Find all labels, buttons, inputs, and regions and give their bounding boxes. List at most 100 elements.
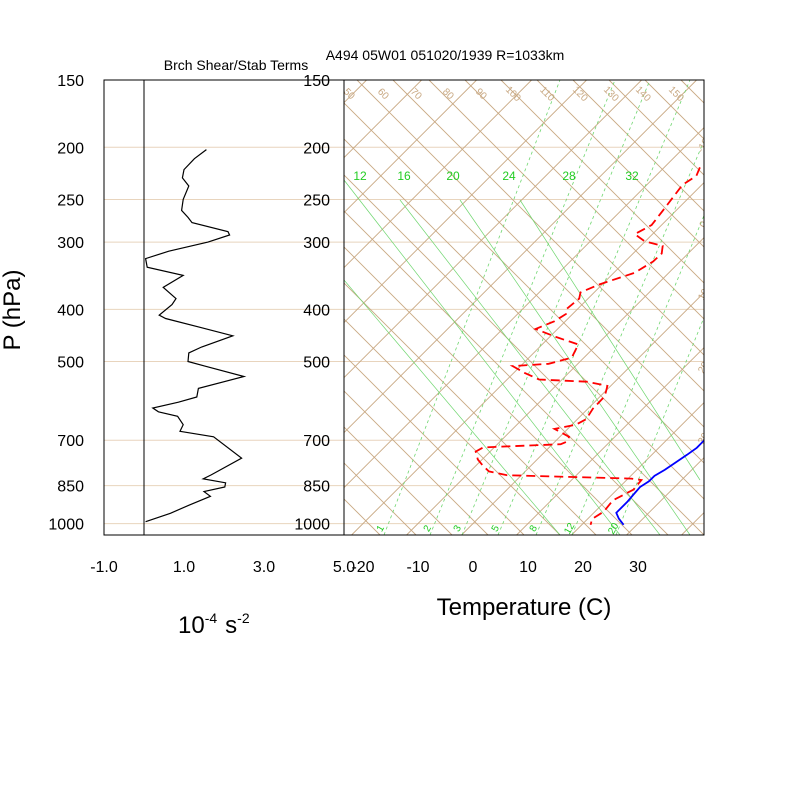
y-axis-label: P (hPa) <box>0 270 26 351</box>
dry-adiabat-line <box>344 534 345 535</box>
mixing-ratio-label: 24 <box>502 169 516 183</box>
mixing-ratio-line <box>497 80 691 535</box>
right-x-tick-label: -10 <box>406 559 429 576</box>
isotherm-line <box>0 80 202 535</box>
dry-adiabat-line <box>344 282 597 535</box>
moist-adiabat-line <box>399 199 661 535</box>
right-pressure-tick-label: 200 <box>303 140 330 157</box>
left-x-axis-label: 10-4 s-2 <box>178 610 250 639</box>
left-pressure-tick-label: 500 <box>57 355 84 372</box>
left-pressure-tick-label: 300 <box>57 235 84 252</box>
mixing-ratio-line <box>461 80 651 535</box>
dry-adiabat-label: 70 <box>408 86 424 102</box>
mixing-ratio-bottom-label: 8 <box>528 523 541 534</box>
mixing-ratio-line <box>615 316 704 535</box>
left-x-tick-labels: -1.0 1.0 3.0 5.0 <box>90 559 355 576</box>
mixing-ratio-label: 16 <box>397 169 411 183</box>
dry-adiabat-line <box>344 210 669 535</box>
isotherm-label: -10 <box>695 136 712 154</box>
left-pressure-tick-label: 1000 <box>48 517 84 534</box>
left-x-tick-label: 5.0 <box>333 559 355 576</box>
x-label-base-exp: -4 <box>205 610 218 626</box>
dry-adiabat-line <box>344 390 489 535</box>
dewpoint-profile-line <box>474 167 701 526</box>
isotherm-line <box>626 456 704 535</box>
dry-adiabat-line <box>344 354 525 535</box>
mixing-ratio-bottom-label: 5 <box>490 523 503 534</box>
right-x-tick-label: 20 <box>574 559 592 576</box>
right-pressure-tick-label: 150 <box>303 73 330 90</box>
dry-adiabat-label: 140 <box>633 84 653 104</box>
mixing-ratio-line <box>571 214 704 535</box>
left-panel-title: Brch Shear/Stab Terms <box>164 57 308 73</box>
dry-adiabat-line <box>344 138 704 500</box>
isotherm-line <box>344 80 532 269</box>
dry-adiabat-line <box>0 80 308 535</box>
isotherm-label: 30 <box>696 431 711 447</box>
mixing-ratio-bottom-label: 1 <box>375 523 388 534</box>
dry-adiabat-line <box>753 80 800 535</box>
isotherm-line <box>0 80 257 535</box>
dry-adiabat-label: 150 <box>666 84 686 104</box>
dry-adiabat-line <box>344 102 704 464</box>
left-x-tick-label: 3.0 <box>253 559 275 576</box>
moist-adiabat-line <box>519 199 701 481</box>
isotherm-label: 20 <box>696 360 711 376</box>
isotherm-line <box>344 80 697 434</box>
mixing-ratio-label: 12 <box>353 169 367 183</box>
moist-adiabat-line <box>459 199 691 535</box>
dry-adiabat-label: 130 <box>601 84 621 104</box>
isotherm-line <box>344 80 422 159</box>
isotherm-line <box>344 80 477 214</box>
isotherm-line <box>737 80 800 535</box>
left-x-tick-label: 1.0 <box>173 559 195 576</box>
moist-adiabat-line <box>344 279 561 535</box>
mixing-ratio-line <box>429 80 616 535</box>
right-x-tick-label: 10 <box>519 559 537 576</box>
left-pressure-tick-label: 700 <box>57 433 84 450</box>
right-panel-title: A494 05W01 051020/1939 R=1033km <box>326 47 565 63</box>
mixing-ratio-bottom-label: 3 <box>452 523 465 534</box>
background-layer <box>104 79 704 525</box>
isotherm-label: 10 <box>696 287 711 303</box>
dry-adiabat-label: 110 <box>537 85 556 104</box>
right-pressure-tick-label: 300 <box>303 235 330 252</box>
x-label-unit: s <box>225 612 237 639</box>
right-x-tick-label: -20 <box>351 559 374 576</box>
dry-adiabat-label: 80 <box>440 86 456 102</box>
moist-adiabat-line <box>344 179 621 535</box>
isotherm-line <box>344 126 704 489</box>
isotherm-line <box>351 181 704 535</box>
dry-adiabat-line <box>344 246 633 535</box>
right-pressure-tick-label: 250 <box>303 192 330 209</box>
right-x-tick-label: 30 <box>629 559 647 576</box>
isotherm-label: 0 <box>698 219 711 230</box>
isotherm-line <box>571 401 704 535</box>
dry-adiabat-line <box>536 80 704 248</box>
left-pressure-tick-label: 400 <box>57 302 84 319</box>
dry-adiabat-line <box>572 80 704 212</box>
left-pressure-tick-label: 250 <box>57 192 84 209</box>
dry-adiabat-line <box>344 174 704 535</box>
isotherm-line <box>344 80 642 379</box>
dry-adiabat-label: 90 <box>473 86 489 102</box>
mixing-ratio-label: 20 <box>446 169 460 183</box>
isotherm-line <box>516 346 704 535</box>
right-panel-frame <box>343 79 705 536</box>
right-pressure-tick-label: 500 <box>303 355 330 372</box>
isotherm-line <box>406 236 704 535</box>
left-pressure-tick-label: 850 <box>57 479 84 496</box>
dry-adiabat-line <box>344 318 561 535</box>
left-pressure-tick-label: 200 <box>57 140 84 157</box>
left-plot-area <box>143 80 247 535</box>
right-pressure-tick-label: 850 <box>303 479 330 496</box>
left-x-tick-label: -1.0 <box>90 559 118 576</box>
dry-adiabat-label: 50 <box>341 86 357 102</box>
dry-adiabat-line <box>392 80 704 392</box>
temperature-profile-line <box>615 437 704 526</box>
dry-adiabat-line <box>0 80 236 535</box>
mixing-ratio-label: 32 <box>625 169 639 183</box>
right-x-tick-labels: -20 -10 0 10 20 30 <box>351 559 647 576</box>
